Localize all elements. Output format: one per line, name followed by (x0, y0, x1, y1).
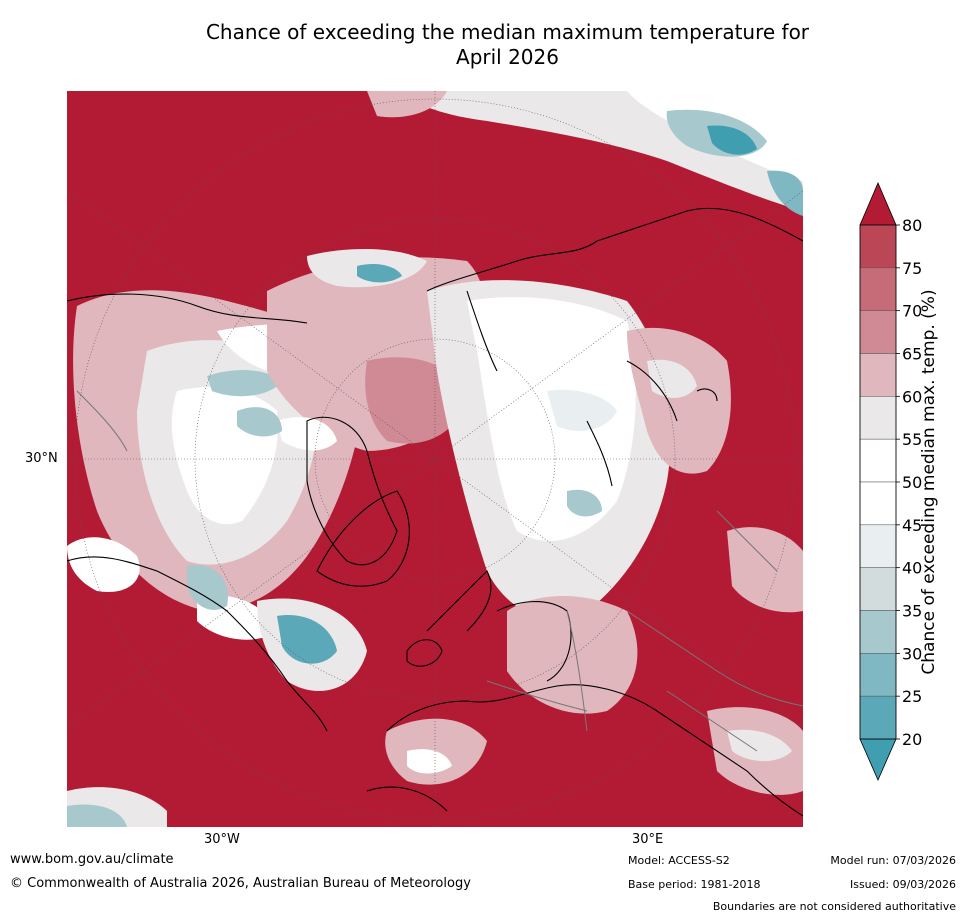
colorbar-tick-label-65: 65 (902, 345, 922, 364)
model-text: Model: ACCESS-S2 (628, 854, 730, 867)
disclaimer-text: Boundaries are not considered authoritat… (712, 900, 956, 913)
map-svg (67, 91, 803, 827)
colorbar-tick-label-25: 25 (902, 687, 922, 706)
colorbar-bin-35-40 (859, 567, 897, 611)
colorbar-bin-65-70 (859, 310, 897, 354)
colorbar-tick-label-20: 20 (902, 730, 922, 749)
colorbar-tick-label-50: 50 (902, 473, 922, 492)
colorbar-tick-label-55: 55 (902, 430, 922, 449)
colorbar-tick-label-60: 60 (902, 387, 922, 406)
colorbar-label: Chance of exceeding median max. temp. (%… (919, 289, 939, 675)
issued-text: Issued: 09/03/2026 (849, 878, 956, 891)
colorbar-bin-55-60 (859, 396, 897, 440)
colorbar-tick-label-30: 30 (902, 644, 922, 663)
colorbar-bin-30-35 (859, 610, 897, 654)
coastlines (67, 207, 803, 817)
colorbar-svg: 80 75 70 65 60 55 50 45 40 35 30 25 20 (859, 181, 922, 781)
colorbar-tick-label-80: 80 (902, 216, 922, 235)
colorbar-bin-70-75 (859, 267, 897, 311)
north-america-anomaly (67, 290, 375, 691)
model-run-text: Model run: 07/03/2026 (830, 854, 956, 867)
north-pacific-anomaly (367, 91, 803, 216)
colorbar-ticks: 80 75 70 65 60 55 50 45 40 35 30 25 20 (896, 216, 922, 749)
colorbar-tick-label-45: 45 (902, 516, 922, 535)
forecast-map[interactable] (67, 91, 803, 827)
longitude-label-30w: 30°W (204, 832, 240, 847)
latitude-label-30n: 30°N (25, 451, 58, 466)
colorbar-bins (859, 224, 897, 740)
colorbar-upper-extend (859, 181, 897, 226)
colorbar-tick-label-40: 40 (902, 559, 922, 578)
colorbar-bin-50-55 (859, 438, 897, 483)
title-line-2: April 2026 (456, 45, 559, 69)
colorbar-tick-label-75: 75 (902, 259, 922, 278)
colorbar-bin-40-45 (859, 524, 897, 568)
title-line-1: Chance of exceeding the median maximum t… (205, 20, 810, 44)
colorbar-lower-extend (859, 738, 897, 781)
colorbar-bin-20-25 (859, 695, 897, 740)
bottom-edge-anomaly (67, 787, 167, 827)
colorbar-tick-label-70: 70 (902, 302, 922, 321)
base-period-text: Base period: 1981-2018 (628, 878, 761, 891)
colorbar-bin-45-50 (859, 481, 897, 526)
colorbar-bin-60-65 (859, 353, 897, 397)
country-borders (76, 390, 803, 752)
colorbar-bin-75-80 (859, 224, 897, 269)
eurasia-anomaly (385, 280, 803, 795)
copyright-text: © Commonwealth of Australia 2026, Austra… (10, 876, 471, 891)
colorbar-tick-label-35: 35 (902, 602, 922, 621)
colorbar: 80 75 70 65 60 55 50 45 40 35 30 25 20 (850, 180, 960, 790)
website-link[interactable]: www.bom.gov.au/climate (10, 852, 174, 867)
longitude-label-30e: 30°E (632, 832, 664, 847)
graticule (67, 91, 803, 827)
chart-title: Chance of exceeding the median maximum t… (60, 20, 955, 70)
colorbar-bin-25-30 (859, 653, 897, 697)
